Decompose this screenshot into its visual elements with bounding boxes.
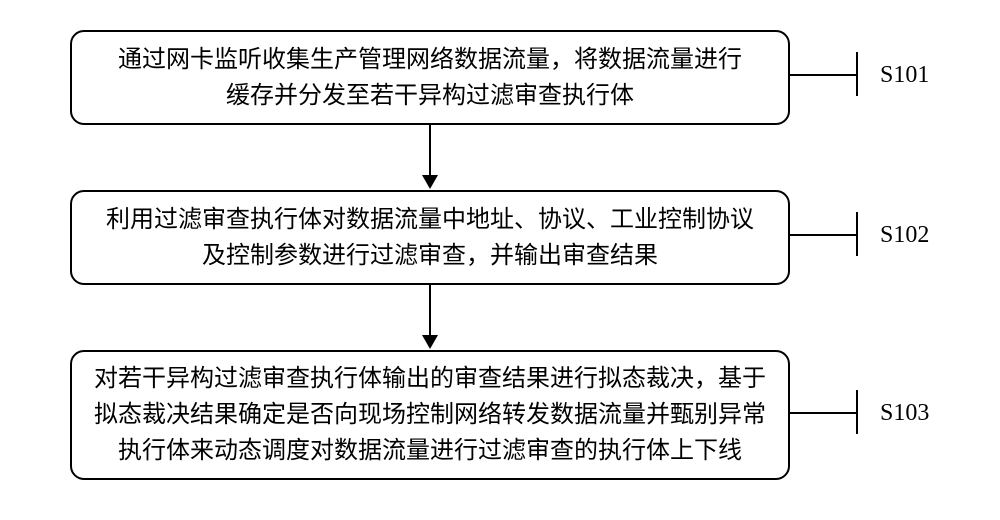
step-label-s101: S101	[880, 62, 929, 89]
arrow-head-1	[422, 175, 438, 189]
step-label-s103: S103	[880, 400, 929, 427]
step-box-s102: 利用过滤审查执行体对数据流量中地址、协议、工业控制协议 及控制参数进行过滤审查，…	[70, 190, 790, 285]
step-s102-line2: 及控制参数进行过滤审查，并输出审查结果	[202, 243, 658, 269]
bracket-s103	[856, 390, 858, 434]
step-box-s103: 对若干异构过滤审查执行体输出的审查结果进行拟态裁决，基于 拟态裁决结果确定是否向…	[70, 350, 790, 480]
step-s101-line2: 缓存并分发至若干异构过滤审查执行体	[226, 83, 634, 109]
bracket-s102	[856, 212, 858, 256]
step-text-s101: 通过网卡监听收集生产管理网络数据流量，将数据流量进行 缓存并分发至若干异构过滤审…	[118, 42, 742, 114]
step-s103-line2: 拟态裁决结果确定是否向现场控制网络转发数据流量并甄别异常	[94, 402, 766, 428]
step-s103-line3: 执行体来动态调度对数据流量进行过滤审查的执行体上下线	[118, 438, 742, 464]
arrow-line-2	[429, 285, 431, 337]
step-label-s102: S102	[880, 222, 929, 249]
arrow-head-2	[422, 335, 438, 349]
arrow-line-1	[429, 125, 431, 177]
step-s102-line1: 利用过滤审查执行体对数据流量中地址、协议、工业控制协议	[106, 207, 754, 233]
step-box-s101: 通过网卡监听收集生产管理网络数据流量，将数据流量进行 缓存并分发至若干异构过滤审…	[70, 30, 790, 125]
connector-s103	[790, 412, 858, 414]
step-s103-line1: 对若干异构过滤审查执行体输出的审查结果进行拟态裁决，基于	[94, 366, 766, 392]
step-text-s102: 利用过滤审查执行体对数据流量中地址、协议、工业控制协议 及控制参数进行过滤审查，…	[106, 202, 754, 274]
bracket-s101-top	[856, 52, 858, 96]
step-text-s103: 对若干异构过滤审查执行体输出的审查结果进行拟态裁决，基于 拟态裁决结果确定是否向…	[94, 361, 766, 469]
flowchart-container: 通过网卡监听收集生产管理网络数据流量，将数据流量进行 缓存并分发至若干异构过滤审…	[0, 0, 1000, 520]
connector-s102	[790, 234, 858, 236]
step-s101-line1: 通过网卡监听收集生产管理网络数据流量，将数据流量进行	[118, 47, 742, 73]
connector-s101	[790, 74, 858, 76]
